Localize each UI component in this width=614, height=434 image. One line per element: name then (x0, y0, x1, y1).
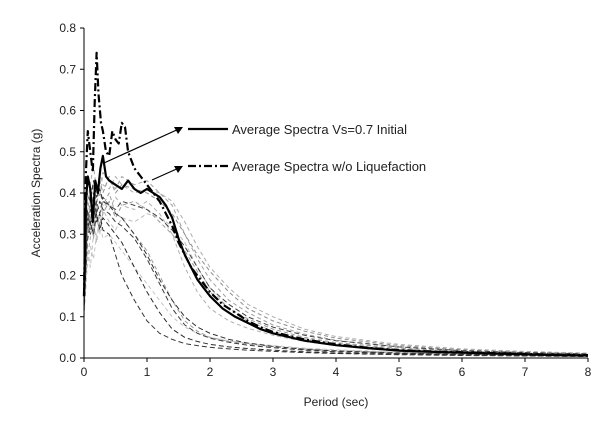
y-tick-label: 0.3 (59, 227, 76, 241)
x-tick-label: 4 (333, 365, 340, 379)
record-spectrum-line-11 (83, 213, 589, 357)
y-tick-label: 0.5 (59, 145, 76, 159)
legend-label-average-vs07: Average Spectra Vs=0.7 Initial (232, 122, 407, 137)
record-spectrum-line-7 (83, 221, 589, 356)
x-tick-label: 6 (459, 365, 466, 379)
record-spectrum-line-6 (83, 176, 589, 354)
x-tick-label: 0 (81, 365, 88, 379)
y-tick-label: 0.1 (59, 310, 76, 324)
y-tick-label: 0.6 (59, 104, 76, 118)
legend-solid-arrow (103, 127, 182, 164)
x-axis-title: Period (sec) (304, 395, 369, 409)
legend-solid-arrowhead (174, 127, 183, 134)
x-tick-label: 2 (207, 365, 214, 379)
average-wo-liquefaction-line (82, 51, 589, 357)
x-tick-label: 1 (144, 365, 151, 379)
y-tick-label: 0.8 (59, 21, 76, 35)
y-tick-label: 0.4 (59, 186, 76, 200)
average-vs07-initial-line (82, 154, 589, 357)
x-tick-label: 8 (585, 365, 592, 379)
record-spectrum-line-2 (83, 188, 589, 357)
y-tick-label: 0.0 (59, 351, 76, 365)
legend-label-average-wo-liquefaction: Average Spectra w/o Liquefaction (232, 159, 426, 174)
record-spectrum-line-13 (83, 196, 589, 355)
legend-dashdot-arrowhead (174, 166, 183, 173)
record-spectrum-line-3 (83, 196, 589, 356)
x-tick-label: 5 (396, 365, 403, 379)
x-tick-label: 7 (522, 365, 529, 379)
record-spectrum-line-8 (83, 200, 589, 355)
curves-layer (82, 51, 589, 357)
y-tick-label: 0.2 (59, 269, 76, 283)
legend: Average Spectra Vs=0.7 Initial Average S… (103, 122, 426, 181)
record-spectrum-line-14 (83, 180, 589, 357)
y-ticks: 0.0 0.1 0.2 0.3 0.4 0.5 0.6 0.7 0.8 (59, 21, 84, 365)
x-ticks: 0 1 2 3 4 5 6 7 8 (81, 358, 592, 379)
record-spectrum-line-12 (83, 192, 589, 357)
x-tick-label: 3 (270, 365, 277, 379)
y-tick-label: 0.7 (59, 62, 76, 76)
y-axis-title: Acceleration Spectra (g) (29, 129, 43, 258)
